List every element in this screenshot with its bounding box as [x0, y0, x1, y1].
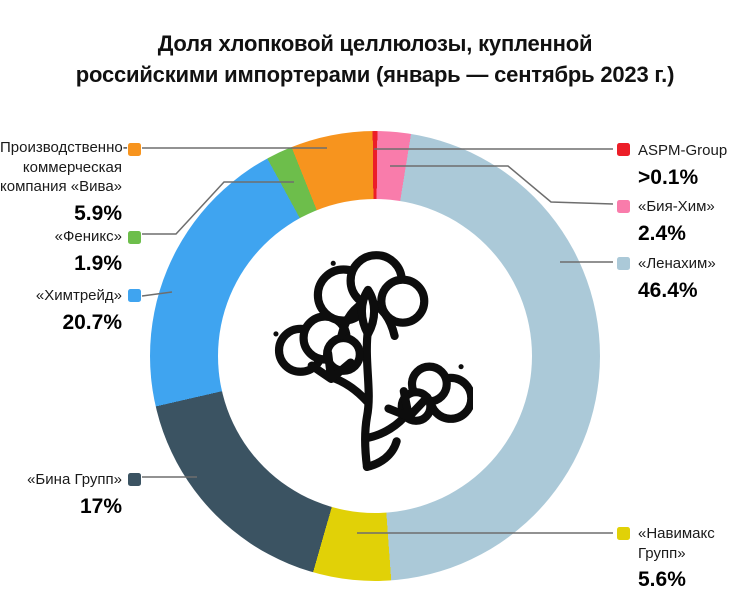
legend-swatch-khimtreyd [128, 289, 141, 302]
callout-name: «Бина Групп» [27, 471, 122, 488]
cotton-calyx-left [307, 349, 355, 383]
legend-swatch-lenakhim [617, 257, 630, 270]
legend-swatch-bina-grupp [128, 473, 141, 486]
callout-value: 20.7% [62, 310, 122, 334]
callout-biya-khim: «Бия-Хим» 2.4% [638, 197, 750, 246]
cotton-boll-top [377, 275, 429, 327]
callout-name: Производственно- [0, 139, 128, 156]
legend-swatch-aspm-group [617, 143, 630, 156]
callout-name: коммерческая [22, 158, 122, 176]
callout-value: >0.1% [638, 165, 699, 189]
callout-value: 46.4% [638, 278, 698, 302]
cotton-dot [273, 331, 279, 337]
callout-bina-grupp: «Бина Групп» 17% [0, 470, 122, 519]
callout-name: «Феникс» [54, 228, 122, 245]
callout-name: компания «Вива» [0, 178, 123, 195]
legend-swatch-feniks [128, 231, 141, 244]
callout-aspm-group: ASPM-Group >0.1% [638, 141, 750, 190]
connector-feniks [142, 181, 294, 235]
legend-swatch-viva [128, 143, 141, 156]
callout-name: ASPM-Group [638, 142, 728, 159]
callout-name: «Химтрейд» [35, 287, 122, 304]
legend-swatch-biya-khim [617, 200, 630, 213]
cotton-calyx-top [357, 285, 379, 338]
page-title: Доля хлопковой целлюлозы, купленной росс… [0, 28, 750, 90]
callout-viva: Производственно- коммерческая компания «… [0, 138, 128, 226]
legend-swatch-navimaks [617, 527, 630, 540]
callout-value: 5.6% [638, 568, 686, 591]
cotton-plant-icon [273, 251, 473, 471]
connector-khimtreyd [141, 291, 173, 297]
callout-feniks: «Феникс» 1.9% [0, 227, 122, 276]
page-title-line-2: российскими импортерами (январь — сентяб… [75, 62, 675, 87]
page-title-line-1: Доля хлопковой целлюлозы, купленной [157, 31, 593, 56]
cotton-dot [330, 260, 336, 266]
cotton-main-stem [360, 325, 373, 471]
callout-name: «Ленахим» [638, 255, 716, 272]
cotton-bottom-leaf [362, 437, 401, 471]
cotton-dot [458, 364, 464, 370]
callout-name: «Навимакс [638, 525, 715, 542]
cotton-calyx-right [384, 387, 432, 421]
callout-value: 2.4% [638, 221, 686, 245]
callout-navimaks: «Навимакс Групп» 5.6% [638, 524, 750, 592]
connector-biya-khim [390, 165, 614, 205]
callout-value: 1.9% [74, 251, 122, 275]
callout-value: 5.9% [74, 201, 122, 225]
callout-name: «Бия-Хим» [638, 198, 715, 215]
callout-khimtreyd: «Химтрейд» 20.7% [0, 286, 122, 335]
callout-value: 17% [79, 494, 122, 518]
callout-lenakhim: «Ленахим» 46.4% [638, 254, 750, 303]
callout-name: Групп» [638, 544, 686, 562]
